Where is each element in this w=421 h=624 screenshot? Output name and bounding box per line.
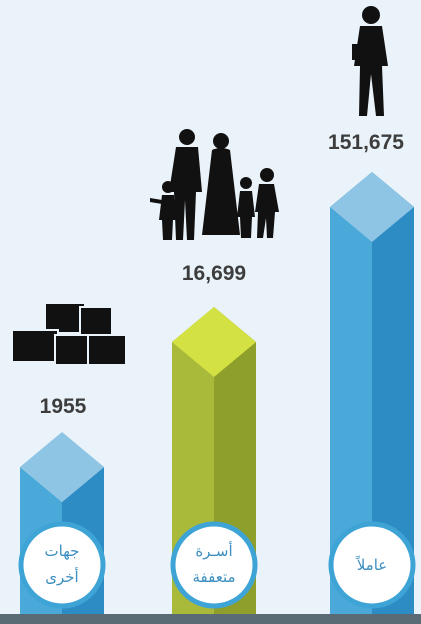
- worker-icon: [352, 6, 388, 116]
- value-text: 16,699: [182, 262, 246, 285]
- label-text: جهات: [45, 542, 80, 560]
- value-text: 151,675: [328, 131, 404, 154]
- label-text: متعففة: [192, 568, 235, 586]
- label-circle: [170, 521, 258, 609]
- label-circle: [328, 521, 416, 609]
- label-text: أخرى: [45, 567, 78, 586]
- label-text: عاملاً: [355, 555, 387, 574]
- family-icon: [150, 129, 279, 240]
- label-text: أسـرة: [195, 541, 232, 560]
- bottom-strip: [0, 614, 421, 624]
- boxes-icon: [11, 302, 127, 366]
- label-circle: [18, 521, 106, 609]
- bar-right: [330, 172, 414, 624]
- value-text: 1955: [40, 395, 87, 418]
